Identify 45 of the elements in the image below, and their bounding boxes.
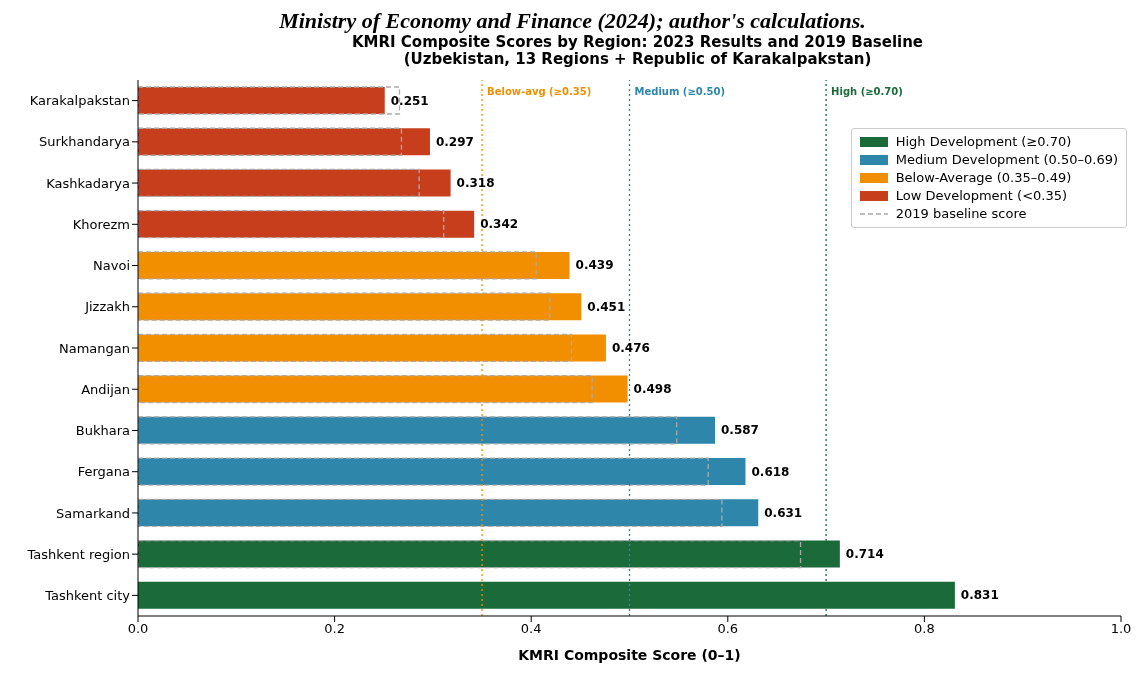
ref-line-label: Medium (≥0.50)	[634, 86, 726, 97]
data-label: 0.342	[480, 217, 519, 232]
y-tick-label: Bukhara	[75, 423, 130, 439]
legend-label: High Development (≥0.70)	[895, 133, 1072, 151]
x-axis-title: KMRI Composite Score (0–1)	[518, 646, 741, 663]
bar	[138, 168, 420, 198]
y-tick-label: Karakalpakstan	[29, 93, 130, 109]
data-label: 0.297	[435, 134, 474, 149]
y-tick-label: Navoi	[93, 258, 130, 274]
text: Ministry of Economy and Finance (2024); author's calculations.	[278, 8, 867, 34]
data-label: 0.631	[764, 505, 803, 520]
y-tick-label: Samarkand	[56, 505, 130, 521]
ref-line-label: High (≥0.70)	[831, 86, 903, 97]
y-tick-label: Jizzakh	[84, 299, 130, 315]
x-tick-label: 0.6	[717, 621, 739, 637]
data-label: 0.587	[721, 423, 759, 438]
x-tick-label: 1.0	[1110, 621, 1132, 637]
y-tick-label: Tashkent city	[44, 588, 131, 603]
legend-label: 2019 baseline score	[895, 205, 1027, 223]
legend-label: Medium Development (0.50–0.69)	[895, 151, 1118, 169]
legend-label: Low Development (<0.35)	[895, 187, 1068, 205]
data-label: 0.318	[456, 175, 495, 190]
data-label: 0.451	[587, 299, 626, 314]
y-tick-label: Khorezm	[72, 216, 130, 232]
data-label: 0.831	[960, 588, 999, 603]
chart-title: KMRI Composite Scores by Region: 2023 Results and 2019 Baseline (Uzbekistan, 13 Regions + Republic of Karakalpakstan)	[350, 33, 925, 68]
bar	[138, 169, 451, 197]
x-tick-label: 0.4	[520, 621, 542, 637]
y-tick-label: Tashkent region	[26, 546, 130, 562]
y-tick-label: Surkhandarya	[38, 134, 130, 150]
x-tick-label: 0.0	[127, 621, 149, 637]
data-label: 0.251	[390, 93, 429, 108]
legend-label: Below-Average (0.35–0.49)	[895, 169, 1072, 187]
data-label: 0.498	[633, 382, 672, 397]
data-label: 0.476	[611, 340, 650, 355]
y-tick-label: Fergana	[77, 464, 130, 480]
ref-line-label: Below-avg (≥0.35)	[487, 86, 592, 97]
x-tick-label: 0.8	[914, 621, 935, 637]
data-label: 0.618	[751, 464, 790, 479]
x-tick-label: 0.2	[324, 621, 345, 637]
y-tick-label: Kashkadarya	[46, 175, 130, 191]
y-tick-label: Namangan	[58, 340, 130, 356]
y-tick-label: Andijan	[81, 381, 130, 397]
data-label: 0.439	[575, 258, 614, 273]
data-label: 0.714	[845, 547, 884, 562]
